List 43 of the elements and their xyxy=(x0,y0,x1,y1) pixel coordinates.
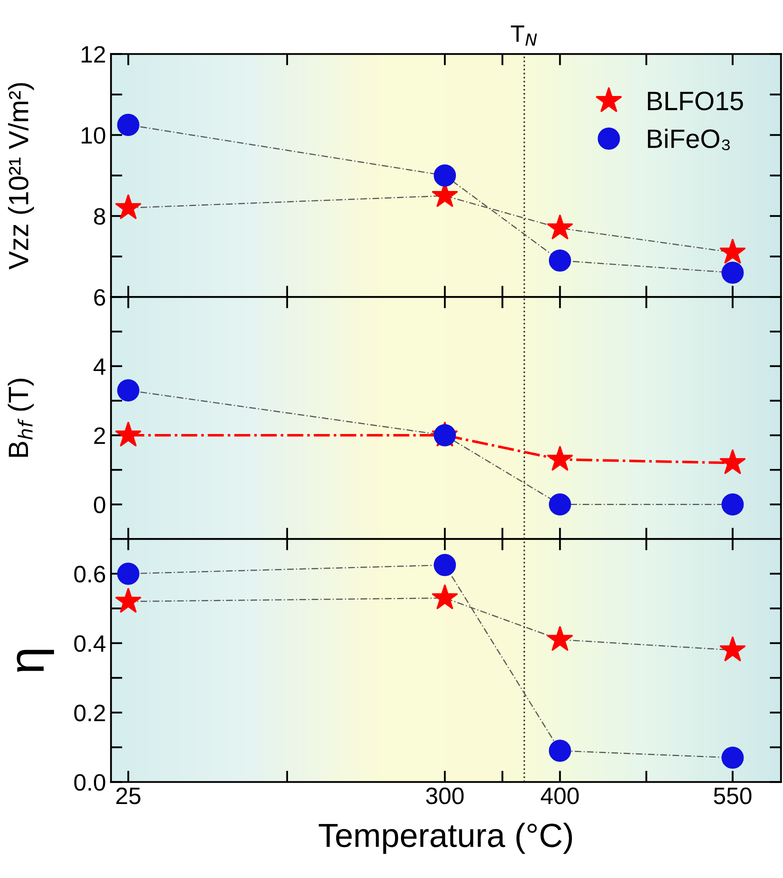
point xyxy=(722,493,744,516)
point xyxy=(117,114,140,136)
legend-label: BiFeO₃ xyxy=(648,128,730,150)
y-axis-title: B$_{hf}$ (T) xyxy=(8,378,34,457)
y-tick-label: 2 xyxy=(94,427,105,444)
point xyxy=(719,238,746,264)
point xyxy=(434,164,456,187)
y-axis-title: η xyxy=(16,650,54,672)
point xyxy=(115,421,142,447)
point xyxy=(117,562,140,585)
y-tick-label: 10 xyxy=(82,127,106,144)
point xyxy=(434,554,456,576)
ref-line-label: T$_{N}$ xyxy=(510,26,537,46)
y-tick-label: 12 xyxy=(82,46,105,63)
point xyxy=(548,493,572,516)
y-tick-label: 4 xyxy=(94,358,106,375)
y-tick-label: 8 xyxy=(94,208,106,225)
y-tick-label: 0 xyxy=(94,496,106,514)
x-axis-title: Temperatura (°C) xyxy=(318,822,572,854)
y-tick-label: 0.2 xyxy=(74,704,105,722)
point xyxy=(548,740,572,762)
point xyxy=(546,626,574,652)
point xyxy=(722,746,744,769)
point xyxy=(432,584,458,610)
point xyxy=(548,249,572,272)
y-tick-label: 0.6 xyxy=(74,566,106,582)
point xyxy=(719,636,746,662)
point xyxy=(722,262,744,284)
y-tick-label: 0.4 xyxy=(74,635,106,652)
y-axis-title: Vzz (10²¹ V/m²) xyxy=(8,83,34,270)
point xyxy=(117,379,140,402)
legend-label: BLFO15 xyxy=(648,92,743,110)
x-tick-label: 25 xyxy=(116,787,140,804)
point xyxy=(115,588,142,613)
point xyxy=(546,214,574,240)
x-tick-label: 300 xyxy=(426,787,464,804)
text: 0.0 xyxy=(74,774,106,791)
point xyxy=(115,194,142,220)
point xyxy=(719,449,746,474)
y-tick-label: 6 xyxy=(94,289,106,306)
point xyxy=(546,446,574,471)
x-tick-label: 400 xyxy=(540,787,579,804)
x-tick-label: 550 xyxy=(714,787,752,804)
